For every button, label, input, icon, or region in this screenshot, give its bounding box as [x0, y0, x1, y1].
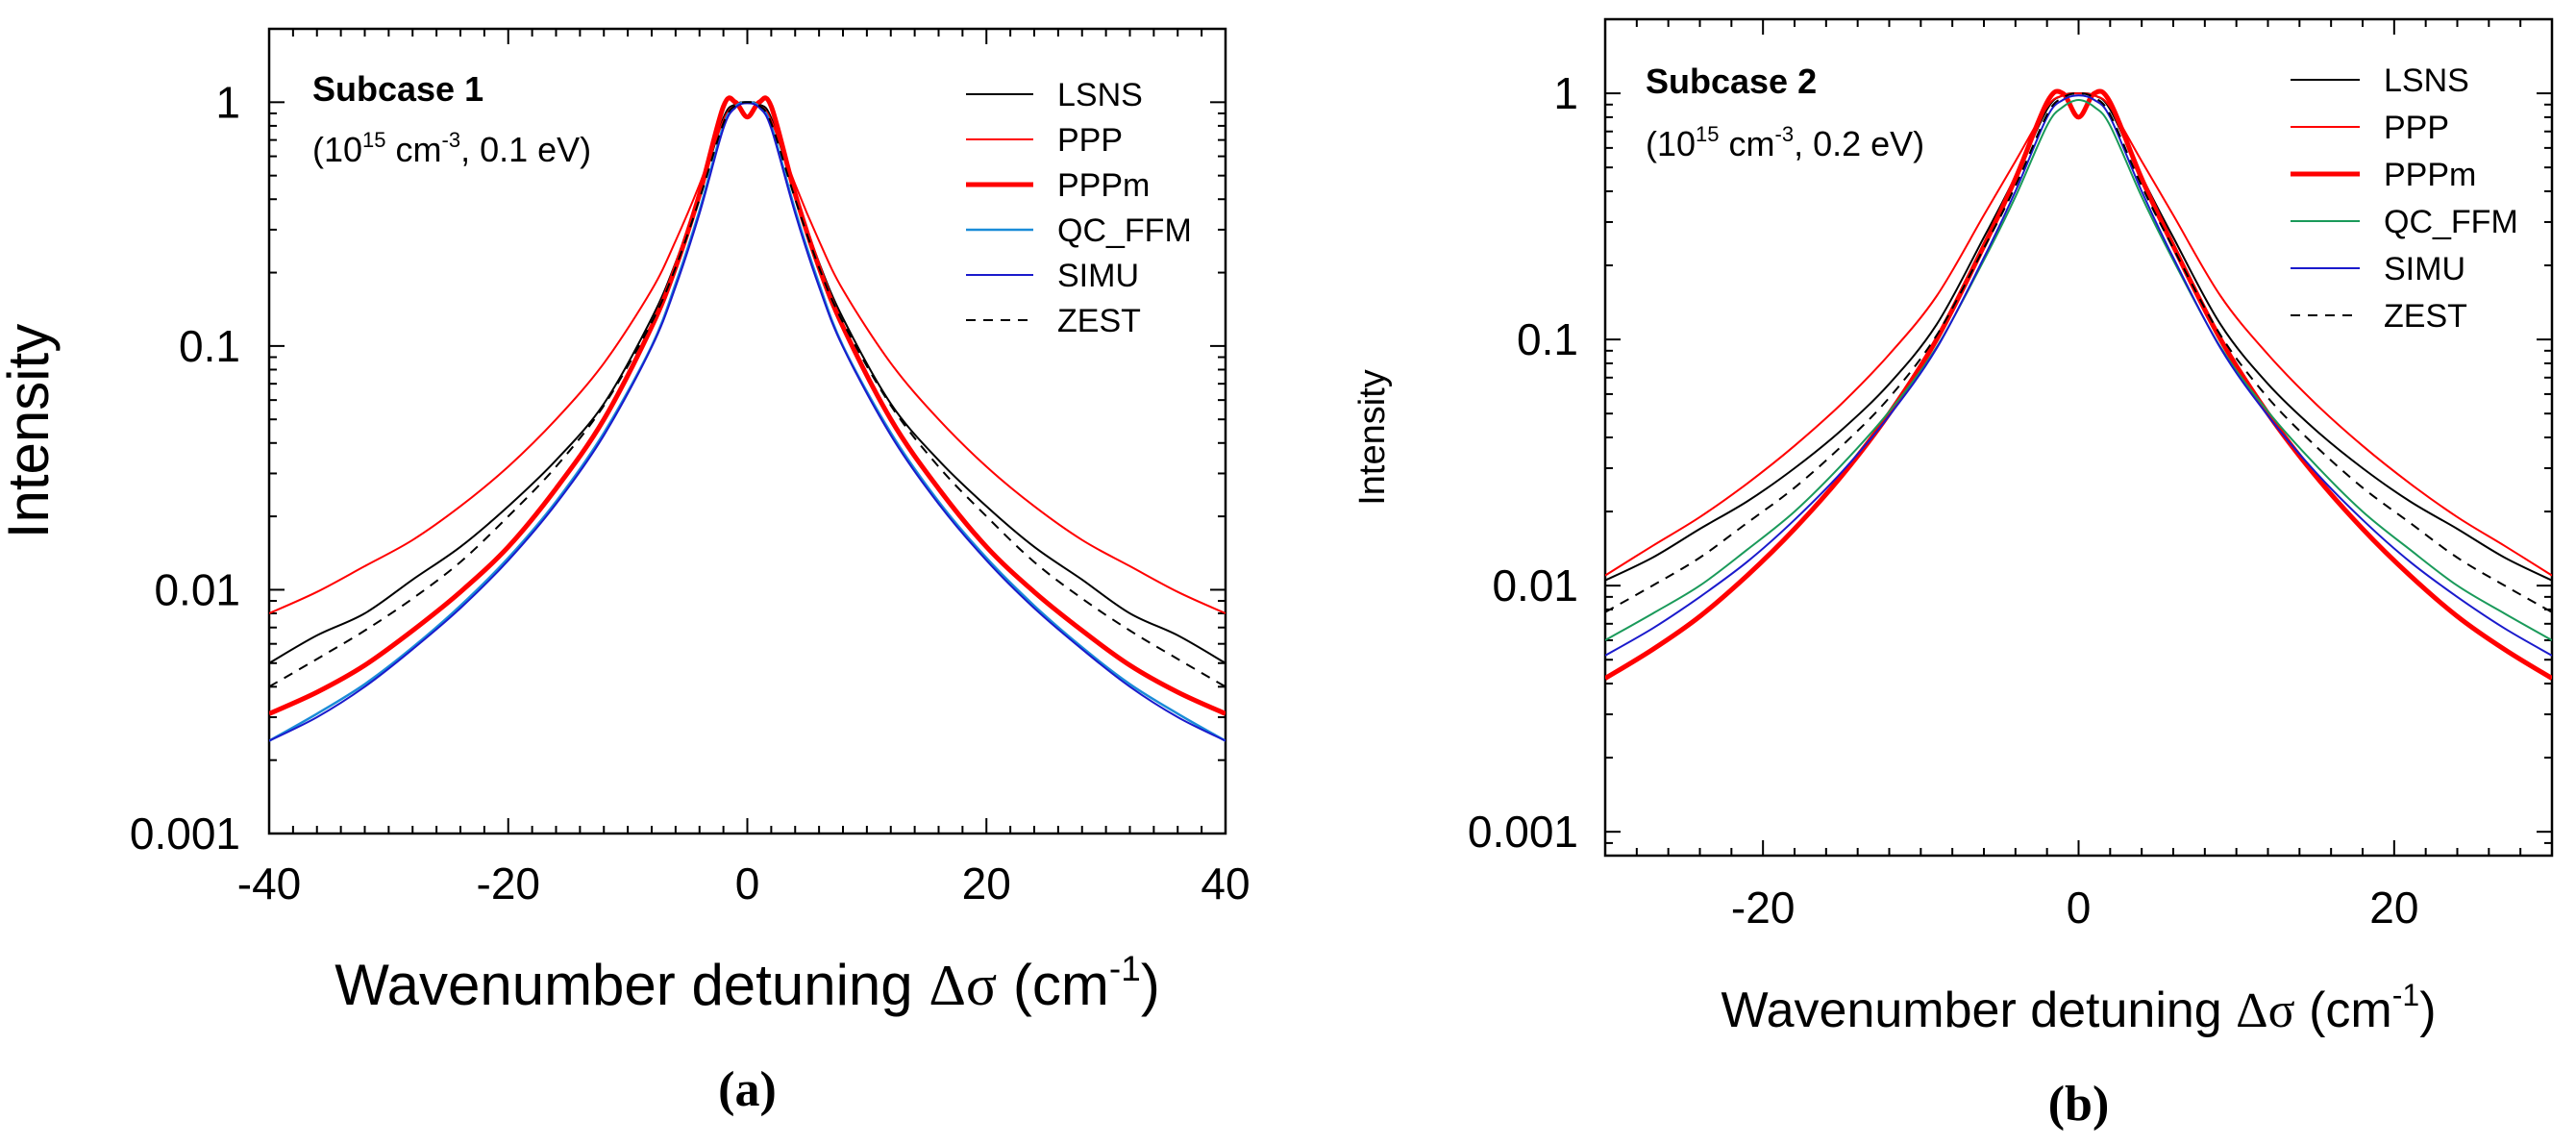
- panel-label: (b): [2048, 1077, 2110, 1132]
- superscript: -3: [442, 128, 461, 152]
- text-run: (10: [312, 130, 362, 169]
- series-line-simu: [269, 102, 1226, 742]
- delta-sigma-symbol: Δσ: [929, 954, 997, 1017]
- x-tick-label: 40: [1201, 859, 1250, 909]
- chart-subtitle: (1015 cm-3, 0.2 eV): [1646, 122, 1924, 163]
- text-run: (cm: [997, 953, 1109, 1017]
- chart-title: Subcase 2: [1646, 62, 1817, 101]
- text-run: cm: [386, 130, 442, 169]
- legend: LSNS PPP PPPm QC_FFM SIMU ZEST: [966, 77, 1192, 339]
- x-tick-label: 20: [962, 859, 1011, 909]
- text-run: Wavenumber detuning: [334, 953, 929, 1017]
- legend-label: LSNS: [2384, 62, 2469, 99]
- superscript: -1: [2392, 978, 2419, 1012]
- text-run: cm: [1720, 124, 1775, 163]
- series-line-zest: [1605, 92, 2552, 613]
- legend-label: QC_FFM: [2384, 204, 2518, 240]
- legend-label: LSNS: [1057, 77, 1143, 113]
- y-tick-label: 0.001: [130, 809, 240, 859]
- text-run: , 0.1 eV): [460, 130, 591, 169]
- y-tick-label: 0.1: [179, 321, 240, 371]
- series-line-ppp: [1605, 92, 2552, 577]
- legend-label: ZEST: [1057, 303, 1141, 339]
- x-tick-label: -20: [477, 859, 540, 909]
- y-axis-ticks: 0.001 0.01 0.1 1: [130, 28, 1226, 859]
- x-tick-label: 0: [2067, 883, 2092, 933]
- legend-label: SIMU: [2384, 251, 2465, 287]
- legend-label: SIMU: [1057, 258, 1139, 294]
- text-run: ): [1141, 953, 1160, 1017]
- superscript: -3: [1775, 122, 1795, 146]
- x-tick-label: -20: [1731, 883, 1795, 933]
- y-tick-label: 0.001: [1468, 807, 1578, 857]
- superscript: -1: [1109, 949, 1141, 988]
- panel-label: (a): [718, 1062, 777, 1117]
- text-run: (cm: [2295, 983, 2392, 1038]
- text-run: , 0.2 eV): [1794, 124, 1924, 163]
- x-tick-label: 20: [2369, 883, 2418, 933]
- series-line-simu: [1605, 94, 2552, 657]
- superscript: 15: [1696, 122, 1719, 146]
- chart-panel-b: -20 0 20 0.001 0.01 0.1 1 Subcase 2 (1015 cm-3, …: [1352, 17, 2554, 1132]
- text-run: ): [2419, 983, 2436, 1038]
- legend-label: QC_FFM: [1057, 212, 1192, 249]
- x-axis-ticks: -40 -20 0 20 40: [237, 29, 1251, 909]
- legend: LSNS PPP PPPm QC_FFM SIMU ZEST: [2291, 62, 2518, 335]
- legend-label: PPPm: [1057, 167, 1150, 204]
- x-axis-ticks: -20 0 20: [1604, 19, 2553, 933]
- legend-label: ZEST: [2384, 298, 2467, 335]
- y-tick-label: 0.01: [1492, 560, 1578, 610]
- x-tick-label: 0: [735, 859, 760, 909]
- text-run: Wavenumber detuning: [1721, 983, 2236, 1038]
- text-run: (10: [1646, 124, 1696, 163]
- y-tick-label: 0.01: [154, 564, 240, 614]
- y-tick-label: 1: [1553, 68, 1578, 118]
- legend-label: PPPm: [2384, 157, 2476, 193]
- y-tick-label: 0.1: [1517, 314, 1578, 364]
- y-axis-label: Intensity: [0, 324, 61, 538]
- series-line-pppm: [269, 95, 1226, 716]
- chart-title: Subcase 1: [312, 69, 483, 109]
- x-axis-label: Wavenumber detuning Δσ (cm-1): [1721, 978, 2436, 1038]
- legend-label: PPP: [2384, 110, 2449, 146]
- chart-subtitle: (1015 cm-3, 0.1 eV): [312, 128, 591, 169]
- legend-label: PPP: [1057, 122, 1123, 159]
- series-line-pppm: [1605, 88, 2552, 681]
- series-line-zest: [269, 101, 1226, 688]
- series-line-qc-ffm: [1605, 99, 2552, 641]
- x-axis-label: Wavenumber detuning Δσ (cm-1): [334, 949, 1160, 1017]
- series-group: [1605, 88, 2552, 681]
- y-tick-label: 1: [215, 77, 240, 127]
- series-group: [269, 95, 1226, 742]
- y-axis-label: Intensity: [1352, 369, 1393, 506]
- superscript: 15: [362, 128, 385, 152]
- y-axis-ticks: 0.001 0.01 0.1 1: [1468, 18, 2552, 857]
- chart-panel-a: -40 -20 0 20 40 0.001 0.01 0.1 1 Subcase 1 (1015 c…: [0, 27, 1251, 1117]
- x-tick-label: -40: [237, 859, 301, 909]
- delta-sigma-symbol: Δσ: [2236, 983, 2294, 1038]
